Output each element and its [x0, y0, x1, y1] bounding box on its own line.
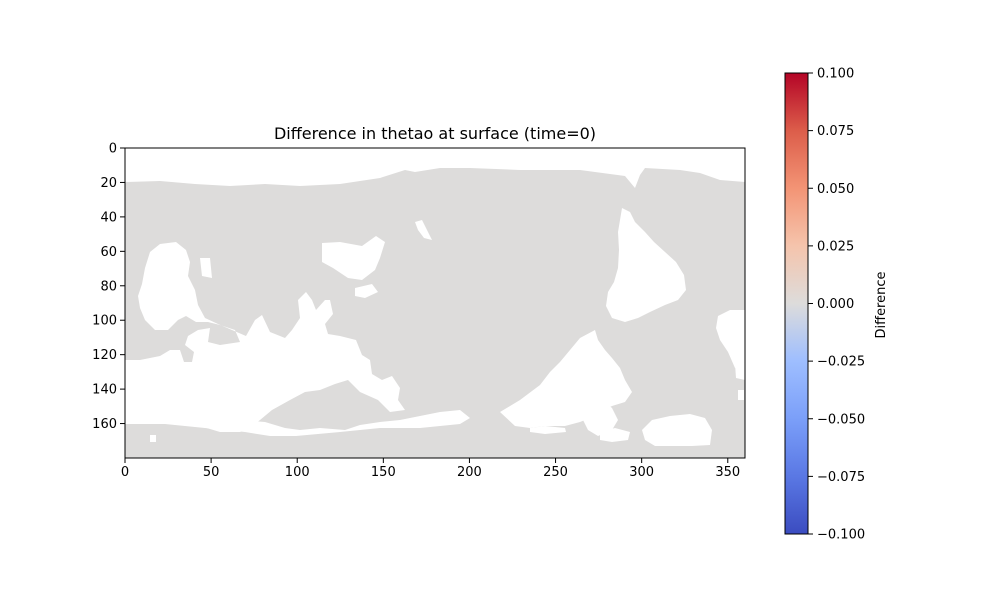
- colorbar-tick-label: −0.050: [817, 412, 865, 427]
- colorbar-tick-label: 0.075: [817, 124, 854, 139]
- colorbar-gradient: [784, 72, 809, 535]
- x-tick-label: 300: [629, 465, 654, 480]
- land-west-upper: [125, 242, 405, 432]
- x-tick-label: 350: [715, 465, 740, 480]
- land-east-edge: [735, 362, 745, 380]
- colorbar-label: Difference: [874, 271, 889, 338]
- colorbar-tick-label: −0.025: [817, 355, 865, 370]
- y-tick-label: 40: [100, 210, 117, 225]
- x-tick-label: 0: [121, 465, 129, 480]
- y-tick-label: 100: [92, 314, 117, 329]
- y-tick-label: 140: [92, 383, 117, 398]
- heatmap-plot: [125, 148, 745, 458]
- x-axis: 0 50 100 150 200 250 300 350: [121, 458, 740, 480]
- colorbar-tick-label: −0.075: [817, 470, 865, 485]
- colorbar: 0.100 0.075 0.050 0.025 0.000 −0.025 −0.050 −0.…: [784, 67, 889, 543]
- colorbar-ticks: 0.100 0.075 0.050 0.025 0.000 −0.025 −0.050 −0.…: [808, 67, 865, 543]
- land-blob-c: [415, 220, 432, 240]
- land-blob-b: [355, 284, 378, 298]
- land-south-islands: [582, 398, 618, 436]
- land-small-dot-2: [738, 390, 744, 400]
- x-tick-label: 50: [203, 465, 220, 480]
- x-tick-label: 250: [543, 465, 568, 480]
- land-east-islands: [600, 428, 630, 442]
- land-blob-a: [322, 236, 385, 280]
- y-axis: 0 20 40 60 80 100 120 140 160: [92, 142, 125, 432]
- land-south-main: [125, 385, 470, 436]
- colorbar-tick-label: 0.025: [817, 239, 854, 254]
- land-west-island: [200, 258, 212, 278]
- y-tick-label: 120: [92, 348, 117, 363]
- y-tick-label: 80: [100, 279, 117, 294]
- x-tick-label: 100: [285, 465, 310, 480]
- colorbar-tick-label: 0.100: [817, 67, 854, 82]
- colorbar-tick-label: −0.100: [817, 528, 865, 543]
- land-mask: [125, 148, 745, 446]
- land-small-dot: [150, 435, 156, 442]
- plot-frame: [124, 147, 746, 459]
- colorbar-tick-label: 0.050: [817, 182, 854, 197]
- land-arctic: [125, 148, 745, 188]
- x-tick-label: 150: [371, 465, 396, 480]
- land-east-right: [716, 310, 745, 368]
- x-tick-label: 200: [457, 465, 482, 480]
- y-tick-label: 20: [100, 176, 117, 191]
- y-tick-label: 60: [100, 245, 117, 260]
- land-east-bottom: [642, 414, 712, 446]
- land-east-main: [606, 208, 686, 322]
- y-tick-label: 160: [92, 417, 117, 432]
- chart-title: Difference in thetao at surface (time=0): [274, 124, 596, 143]
- land-south-small: [530, 426, 566, 434]
- colorbar-tick-label: 0.000: [817, 297, 854, 312]
- y-tick-label: 0: [109, 142, 117, 157]
